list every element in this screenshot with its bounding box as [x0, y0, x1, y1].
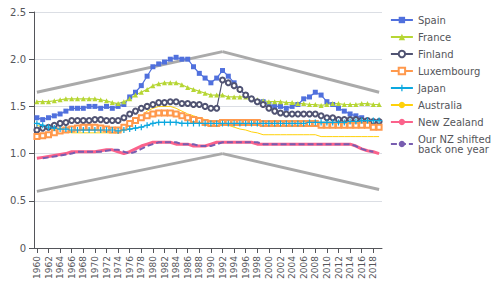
- svg-text:2.0: 2.0: [10, 54, 26, 65]
- svg-text:back one year: back one year: [418, 144, 490, 155]
- svg-text:Our NZ shifted: Our NZ shifted: [417, 133, 491, 145]
- svg-text:1974: 1974: [113, 256, 123, 279]
- svg-text:1986: 1986: [183, 256, 193, 279]
- svg-text:2010: 2010: [322, 256, 332, 279]
- svg-text:1960: 1960: [32, 256, 42, 279]
- svg-text:Spain: Spain: [418, 15, 446, 26]
- svg-text:2014: 2014: [345, 256, 355, 279]
- svg-text:France: France: [418, 32, 451, 43]
- svg-text:1972: 1972: [102, 256, 112, 279]
- svg-text:1.5: 1.5: [10, 101, 26, 112]
- svg-text:2008: 2008: [310, 256, 320, 279]
- svg-text:1966: 1966: [67, 256, 77, 279]
- svg-text:1998: 1998: [252, 256, 262, 279]
- svg-text:1970: 1970: [90, 256, 100, 279]
- svg-text:2018: 2018: [368, 256, 378, 279]
- svg-text:2.5: 2.5: [10, 7, 26, 18]
- svg-text:1978: 1978: [136, 256, 146, 279]
- svg-text:2006: 2006: [299, 256, 309, 279]
- svg-text:1996: 1996: [241, 256, 251, 279]
- svg-text:1992: 1992: [218, 256, 228, 279]
- svg-text:1994: 1994: [229, 256, 239, 279]
- svg-text:1964: 1964: [55, 256, 65, 279]
- svg-text:1982: 1982: [160, 256, 170, 279]
- svg-text:Finland: Finland: [418, 49, 454, 60]
- svg-text:Japan: Japan: [417, 83, 446, 94]
- svg-text:0.5: 0.5: [10, 195, 26, 206]
- svg-text:1962: 1962: [44, 256, 54, 279]
- svg-text:1988: 1988: [194, 256, 204, 279]
- svg-text:2012: 2012: [334, 256, 344, 279]
- svg-text:2004: 2004: [287, 256, 297, 279]
- svg-text:2002: 2002: [276, 256, 286, 279]
- svg-text:2000: 2000: [264, 256, 274, 279]
- svg-text:1984: 1984: [171, 256, 181, 279]
- svg-text:1990: 1990: [206, 256, 216, 279]
- svg-text:1.0: 1.0: [10, 148, 26, 159]
- svg-text:Australia: Australia: [418, 100, 462, 111]
- svg-text:1968: 1968: [78, 256, 88, 279]
- svg-text:1976: 1976: [125, 256, 135, 279]
- svg-text:0: 0: [20, 243, 26, 254]
- svg-text:Luxembourg: Luxembourg: [418, 66, 480, 77]
- svg-text:New Zealand: New Zealand: [418, 117, 484, 128]
- svg-text:1980: 1980: [148, 256, 158, 279]
- svg-text:2016: 2016: [357, 256, 367, 279]
